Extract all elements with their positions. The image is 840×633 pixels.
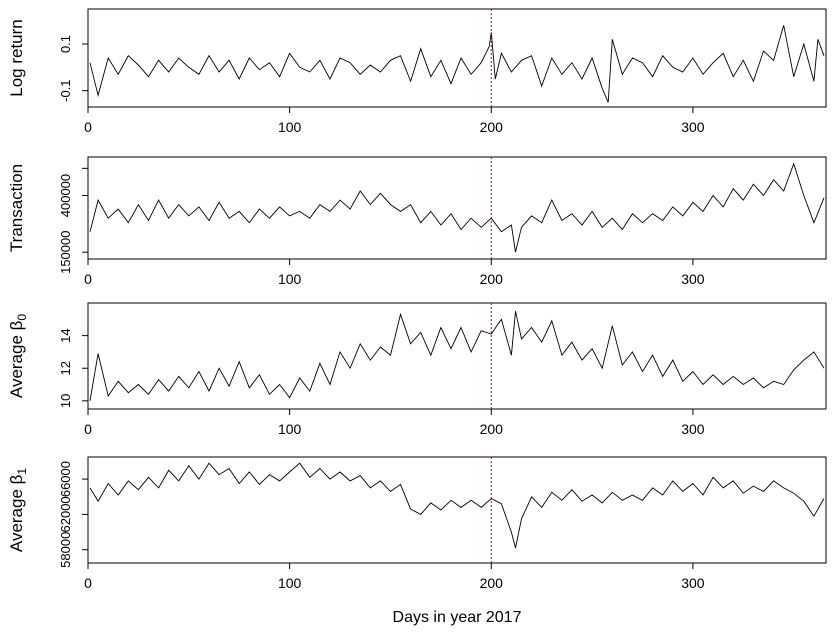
x-tick-label: 0	[84, 271, 92, 287]
x-axis-title: Days in year 2017	[393, 609, 522, 626]
y-axis-title-text: Average	[7, 484, 26, 552]
panel-2: 0 100 200 300 150000 400000 Transaction	[7, 156, 827, 287]
series-line	[89, 462, 825, 549]
x-tick-label: 100	[278, 575, 302, 591]
x-tick-label: 0	[84, 575, 92, 591]
y-tick-label: 58000	[58, 532, 73, 568]
x-tick-label: 0	[84, 421, 92, 437]
y-axis-title-subscript: 1	[15, 468, 29, 475]
series-line	[89, 162, 825, 253]
y-axis-title-symbol: β	[7, 320, 26, 330]
x-tick-label: 200	[480, 271, 504, 287]
x-tick-label: 100	[278, 271, 302, 287]
y-tick-label: 62000	[58, 496, 73, 532]
y-axis-title: Transaction	[7, 164, 26, 252]
series-line	[89, 311, 825, 401]
panel-frame	[87, 156, 827, 260]
y-tick-label: 66000	[58, 461, 73, 497]
panel-frame	[87, 302, 827, 410]
panel-1: 0 100 200 300 -0.1 0.1 Log return	[7, 8, 827, 135]
y-tick-label: 12	[58, 361, 73, 375]
series-line	[89, 25, 825, 103]
x-tick-label: 200	[480, 119, 504, 135]
y-tick-label: 10	[58, 394, 73, 408]
panel-frame	[87, 8, 827, 108]
y-tick-label: 150000	[58, 231, 73, 274]
y-axis-title: Average β0	[7, 314, 29, 399]
panel-frame	[87, 456, 827, 564]
y-axis-title: Average β1	[7, 468, 29, 553]
y-axis-title-text: Average	[7, 330, 26, 398]
y-axis-title-text: Log return	[7, 19, 26, 97]
x-tick-label: 100	[278, 421, 302, 437]
y-tick-label: 400000	[58, 174, 73, 217]
x-tick-label: 0	[84, 119, 92, 135]
x-tick-label: 300	[681, 119, 705, 135]
x-tick-label: 100	[278, 119, 302, 135]
x-tick-label: 300	[681, 271, 705, 287]
y-tick-label: 0.1	[58, 35, 73, 53]
x-tick-label: 200	[480, 421, 504, 437]
y-tick-label: -0.1	[58, 79, 73, 101]
x-tick-label: 300	[681, 575, 705, 591]
y-axis-title-subscript: 0	[15, 314, 29, 321]
x-tick-label: 300	[681, 421, 705, 437]
y-axis-title-symbol: β	[7, 474, 26, 484]
x-tick-label: 200	[480, 575, 504, 591]
y-axis-title: Log return	[7, 19, 26, 97]
y-axis-title-text: Transaction	[7, 164, 26, 252]
y-tick-label: 14	[58, 328, 73, 342]
